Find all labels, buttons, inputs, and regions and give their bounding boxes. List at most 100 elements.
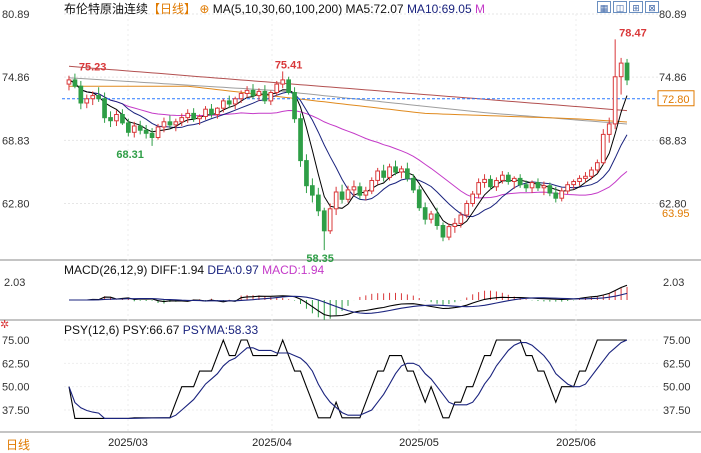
chart-header: 布伦特原油连续【日线】 ⊕ MA(5,10,30,60,100,200) MA5… (64, 2, 485, 16)
candle-up (541, 185, 547, 189)
x-tick-date: 2025/03 (108, 437, 148, 449)
candle-up (446, 226, 452, 238)
candle-down (126, 122, 131, 133)
close-icon[interactable]: ⊠ (645, 1, 659, 13)
candle-up (274, 83, 280, 93)
candle-up (363, 190, 369, 196)
candle-up (232, 98, 238, 105)
ma30-line (68, 79, 628, 199)
macd-label: MACD(26,12,9) (64, 263, 148, 277)
settings-icon[interactable]: ✲ (0, 319, 10, 331)
add-indicator-icon[interactable]: ⊕ (199, 2, 210, 16)
grid-icon[interactable]: ▦ (597, 1, 611, 13)
candle-up (600, 133, 606, 164)
candle-up (90, 95, 96, 100)
psy-line (68, 338, 627, 419)
price-annotation: 78.47 (619, 27, 647, 39)
candle-up (203, 108, 208, 117)
candle-down (108, 117, 113, 122)
ma60-line (69, 85, 628, 123)
candle-up (464, 203, 470, 216)
candle-up (280, 79, 286, 85)
macd-dea: DEA:0.97 (207, 263, 259, 277)
candle-down (292, 92, 297, 120)
candle-down (96, 95, 102, 100)
psy-tick-left: 50.00 (2, 382, 30, 394)
candle-up (375, 170, 380, 181)
price-annotation: 75.41 (275, 59, 303, 71)
x-tick-date: 2025/05 (399, 437, 439, 449)
candle-up (131, 125, 137, 133)
candle-down (547, 185, 553, 194)
candle-down (416, 189, 422, 209)
psy-tick-left: 75.00 (2, 335, 30, 347)
candle-down (411, 177, 416, 191)
candle-down (434, 213, 440, 226)
ma5-value: MA5:72.07 (345, 2, 404, 16)
candle-down (523, 184, 529, 189)
y-tick-right: 74.86 (659, 72, 687, 84)
candle-down (517, 177, 523, 186)
period-button[interactable]: 日线 (6, 438, 31, 452)
candle-up (221, 100, 226, 109)
y-tick-right: 62.80 (659, 199, 687, 211)
candle-up (238, 93, 244, 100)
candle-up (84, 98, 90, 104)
candle-up (327, 208, 333, 232)
current-price-box (657, 90, 695, 107)
candle-down (310, 185, 315, 196)
candle-up (458, 214, 464, 224)
candle-up (215, 107, 220, 115)
y-tick-left: 80.89 (2, 9, 30, 21)
candle-up (399, 168, 404, 173)
candle-down (553, 192, 559, 199)
candle-up (185, 112, 191, 119)
candle-down (149, 132, 155, 139)
candle-down (78, 85, 84, 104)
candle-up (476, 182, 481, 195)
macd-tick-left: 2.03 (4, 277, 25, 289)
split-icon[interactable]: ◫ (613, 1, 627, 13)
psyma-value: PSYMA:58.33 (182, 323, 259, 337)
y-tick-right: 80.89 (659, 9, 687, 21)
candle-up (500, 174, 505, 181)
candle-down (191, 112, 197, 120)
price-annotation: 68.31 (116, 149, 144, 161)
ma200-line (68, 65, 628, 112)
ma100-line (68, 77, 628, 125)
psy-tick-left: 62.50 (2, 358, 30, 370)
candle-up (387, 166, 392, 178)
candle-down (286, 79, 291, 94)
candle-down (506, 174, 511, 182)
candle-up (256, 90, 262, 97)
candle-down (209, 108, 214, 115)
candle-down (488, 178, 493, 188)
candle-up (155, 126, 161, 138)
x-tick-date: 2025/04 (252, 437, 292, 449)
ma-more-marker[interactable]: M (475, 2, 485, 16)
candle-up (333, 191, 339, 210)
expand-icon[interactable]: ⊞ (629, 1, 643, 13)
candle-down (102, 98, 107, 119)
candle-down (405, 168, 410, 179)
candle-down (535, 182, 541, 189)
psy-tick-right: 62.50 (663, 358, 691, 370)
candle-down (298, 118, 303, 162)
macd-diff: DIFF:1.94 (150, 263, 205, 277)
candle-up (161, 121, 167, 128)
psy-value: PSY:66.67 (122, 323, 180, 337)
candle-down (72, 79, 78, 87)
candle-up (351, 186, 357, 191)
candle-up (595, 162, 600, 171)
macd-dea-line (69, 292, 628, 314)
candle-down (226, 100, 232, 105)
candle-up (482, 178, 487, 183)
candle-down (339, 191, 345, 200)
candle-down (250, 89, 256, 97)
candle-up (618, 62, 624, 78)
candle-up (369, 180, 375, 192)
candle-up (559, 190, 565, 199)
candle-up (571, 181, 576, 186)
